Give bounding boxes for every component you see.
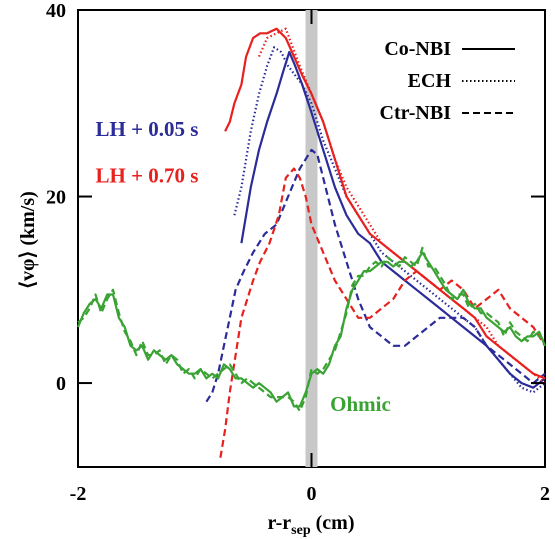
legend-label-co-nbi: Co-NBI [384,38,451,60]
series-line-lh005-dotted [233,46,546,394]
x-axis-label: r-rsep (cm) [268,512,355,538]
separatrix-band-rect [305,10,318,467]
x-axis-label-unit: (cm) [311,512,355,534]
series-line-lh005-solid [240,50,546,389]
y-tick-label: 0 [56,373,66,395]
series-line-ohmic-dashed [77,246,546,413]
separatrix-band [305,10,318,467]
y-tick-label: 20 [46,187,66,209]
series-line-lh070-dashed [219,167,546,458]
y-axis-label: ⟨vφ⟩ (km/s) [17,191,39,289]
x-tick-label: 2 [540,483,550,505]
x-axis-label-sub: sep [291,523,311,538]
legend-label-ech: ECH [408,70,452,92]
legend: Co-NBI ECH Ctr-NBI [380,38,515,124]
y-tick-label: 40 [46,0,66,22]
annotation-label: Ohmic [330,392,391,416]
annotation-label: LH + 0.70 s [96,164,199,188]
series-line-lh005-dashed [205,148,546,403]
x-tick-label: -2 [70,483,87,505]
legend-label-ctr-nbi: Ctr-NBI [380,102,452,124]
x-tick-label: 0 [307,483,317,505]
annotations: LH + 0.05 s LH + 0.70 s Ohmic [96,117,391,416]
series-line-lh070-solid [224,27,546,380]
series-layer [76,27,547,458]
annotation-label: LH + 0.05 s [96,117,199,141]
x-axis-label-main: r-r [268,512,292,534]
